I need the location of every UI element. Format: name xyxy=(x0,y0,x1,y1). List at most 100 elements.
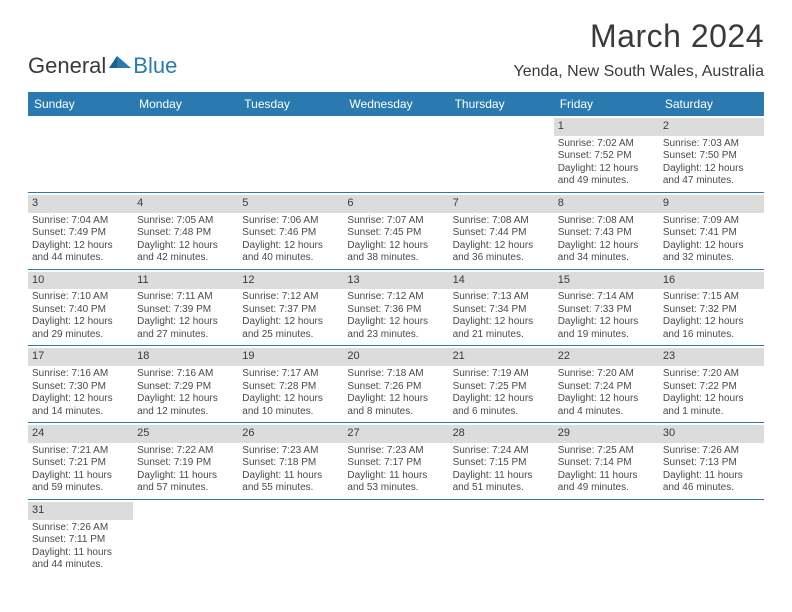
calendar-cell-blank xyxy=(449,116,554,192)
calendar-cell-blank xyxy=(238,116,343,192)
sunrise-text: Sunrise: 7:11 AM xyxy=(137,291,234,304)
daylight-text: Daylight: 11 hours and 51 minutes. xyxy=(453,470,550,495)
logo-text-2: Blue xyxy=(133,53,177,79)
daylight-text: Daylight: 12 hours and 12 minutes. xyxy=(137,393,234,418)
page-header: General Blue March 2024 Yenda, New South… xyxy=(28,18,764,84)
sunset-text: Sunset: 7:25 PM xyxy=(453,381,550,394)
sunset-text: Sunset: 7:19 PM xyxy=(137,457,234,470)
daylight-text: Daylight: 12 hours and 44 minutes. xyxy=(32,240,129,265)
daylight-text: Daylight: 11 hours and 55 minutes. xyxy=(242,470,339,495)
daylight-text: Daylight: 12 hours and 38 minutes. xyxy=(347,240,444,265)
calendar-cell-blank xyxy=(28,116,133,192)
calendar-week: 3Sunrise: 7:04 AMSunset: 7:49 PMDaylight… xyxy=(28,193,764,270)
calendar-cell: 30Sunrise: 7:26 AMSunset: 7:13 PMDayligh… xyxy=(659,423,764,499)
sunset-text: Sunset: 7:29 PM xyxy=(137,381,234,394)
calendar-cell: 19Sunrise: 7:17 AMSunset: 7:28 PMDayligh… xyxy=(238,346,343,422)
day-header: Friday xyxy=(554,92,659,116)
day-number: 1 xyxy=(554,118,659,136)
sunset-text: Sunset: 7:44 PM xyxy=(453,227,550,240)
sunset-text: Sunset: 7:28 PM xyxy=(242,381,339,394)
calendar: Sunday Monday Tuesday Wednesday Thursday… xyxy=(28,92,764,576)
sunset-text: Sunset: 7:41 PM xyxy=(663,227,760,240)
sunset-text: Sunset: 7:17 PM xyxy=(347,457,444,470)
day-number: 2 xyxy=(659,118,764,136)
sunrise-text: Sunrise: 7:12 AM xyxy=(242,291,339,304)
calendar-cell: 25Sunrise: 7:22 AMSunset: 7:19 PMDayligh… xyxy=(133,423,238,499)
sunrise-text: Sunrise: 7:04 AM xyxy=(32,215,129,228)
sunrise-text: Sunrise: 7:18 AM xyxy=(347,368,444,381)
sunrise-text: Sunrise: 7:15 AM xyxy=(663,291,760,304)
day-header: Tuesday xyxy=(238,92,343,116)
sunrise-text: Sunrise: 7:10 AM xyxy=(32,291,129,304)
day-number: 4 xyxy=(133,195,238,213)
daylight-text: Daylight: 12 hours and 6 minutes. xyxy=(453,393,550,418)
day-number: 15 xyxy=(554,272,659,290)
sunset-text: Sunset: 7:45 PM xyxy=(347,227,444,240)
day-header: Saturday xyxy=(659,92,764,116)
day-number: 7 xyxy=(449,195,554,213)
logo-mark-icon xyxy=(109,48,131,74)
daylight-text: Daylight: 12 hours and 23 minutes. xyxy=(347,316,444,341)
daylight-text: Daylight: 11 hours and 59 minutes. xyxy=(32,470,129,495)
day-header: Monday xyxy=(133,92,238,116)
day-number: 9 xyxy=(659,195,764,213)
sunrise-text: Sunrise: 7:20 AM xyxy=(663,368,760,381)
daylight-text: Daylight: 12 hours and 16 minutes. xyxy=(663,316,760,341)
daylight-text: Daylight: 12 hours and 21 minutes. xyxy=(453,316,550,341)
day-number: 31 xyxy=(28,502,133,520)
calendar-cell: 31Sunrise: 7:26 AMSunset: 7:11 PMDayligh… xyxy=(28,500,133,576)
calendar-cell-blank xyxy=(449,500,554,576)
daylight-text: Daylight: 11 hours and 49 minutes. xyxy=(558,470,655,495)
sunset-text: Sunset: 7:52 PM xyxy=(558,150,655,163)
calendar-cell-blank xyxy=(343,116,448,192)
daylight-text: Daylight: 12 hours and 19 minutes. xyxy=(558,316,655,341)
calendar-cell: 9Sunrise: 7:09 AMSunset: 7:41 PMDaylight… xyxy=(659,193,764,269)
calendar-cell-blank xyxy=(554,500,659,576)
calendar-cell-blank xyxy=(133,116,238,192)
day-number: 19 xyxy=(238,348,343,366)
sunrise-text: Sunrise: 7:26 AM xyxy=(32,522,129,535)
calendar-cell: 11Sunrise: 7:11 AMSunset: 7:39 PMDayligh… xyxy=(133,270,238,346)
day-number: 16 xyxy=(659,272,764,290)
calendar-cell: 7Sunrise: 7:08 AMSunset: 7:44 PMDaylight… xyxy=(449,193,554,269)
sunset-text: Sunset: 7:21 PM xyxy=(32,457,129,470)
calendar-cell: 26Sunrise: 7:23 AMSunset: 7:18 PMDayligh… xyxy=(238,423,343,499)
calendar-week: 24Sunrise: 7:21 AMSunset: 7:21 PMDayligh… xyxy=(28,423,764,500)
sunset-text: Sunset: 7:50 PM xyxy=(663,150,760,163)
daylight-text: Daylight: 12 hours and 4 minutes. xyxy=(558,393,655,418)
sunrise-text: Sunrise: 7:17 AM xyxy=(242,368,339,381)
calendar-week: 31Sunrise: 7:26 AMSunset: 7:11 PMDayligh… xyxy=(28,500,764,576)
title-block: March 2024 Yenda, New South Wales, Austr… xyxy=(513,18,764,81)
calendar-cell: 20Sunrise: 7:18 AMSunset: 7:26 PMDayligh… xyxy=(343,346,448,422)
calendar-cell-blank xyxy=(659,500,764,576)
logo-text-1: General xyxy=(28,53,106,79)
day-number: 25 xyxy=(133,425,238,443)
day-number: 11 xyxy=(133,272,238,290)
calendar-cell: 12Sunrise: 7:12 AMSunset: 7:37 PMDayligh… xyxy=(238,270,343,346)
sunset-text: Sunset: 7:33 PM xyxy=(558,304,655,317)
daylight-text: Daylight: 11 hours and 57 minutes. xyxy=(137,470,234,495)
calendar-cell: 17Sunrise: 7:16 AMSunset: 7:30 PMDayligh… xyxy=(28,346,133,422)
sunset-text: Sunset: 7:14 PM xyxy=(558,457,655,470)
sunset-text: Sunset: 7:39 PM xyxy=(137,304,234,317)
day-number: 26 xyxy=(238,425,343,443)
calendar-cell: 13Sunrise: 7:12 AMSunset: 7:36 PMDayligh… xyxy=(343,270,448,346)
calendar-cell: 16Sunrise: 7:15 AMSunset: 7:32 PMDayligh… xyxy=(659,270,764,346)
day-number: 14 xyxy=(449,272,554,290)
day-number: 24 xyxy=(28,425,133,443)
day-header: Thursday xyxy=(449,92,554,116)
sunrise-text: Sunrise: 7:16 AM xyxy=(137,368,234,381)
calendar-cell-blank xyxy=(343,500,448,576)
calendar-cell: 15Sunrise: 7:14 AMSunset: 7:33 PMDayligh… xyxy=(554,270,659,346)
calendar-cell: 28Sunrise: 7:24 AMSunset: 7:15 PMDayligh… xyxy=(449,423,554,499)
daylight-text: Daylight: 12 hours and 8 minutes. xyxy=(347,393,444,418)
sunset-text: Sunset: 7:22 PM xyxy=(663,381,760,394)
calendar-cell: 21Sunrise: 7:19 AMSunset: 7:25 PMDayligh… xyxy=(449,346,554,422)
sunset-text: Sunset: 7:24 PM xyxy=(558,381,655,394)
sunrise-text: Sunrise: 7:19 AM xyxy=(453,368,550,381)
sunset-text: Sunset: 7:18 PM xyxy=(242,457,339,470)
calendar-week: 17Sunrise: 7:16 AMSunset: 7:30 PMDayligh… xyxy=(28,346,764,423)
logo: General Blue xyxy=(28,48,177,84)
day-number: 22 xyxy=(554,348,659,366)
calendar-cell: 5Sunrise: 7:06 AMSunset: 7:46 PMDaylight… xyxy=(238,193,343,269)
